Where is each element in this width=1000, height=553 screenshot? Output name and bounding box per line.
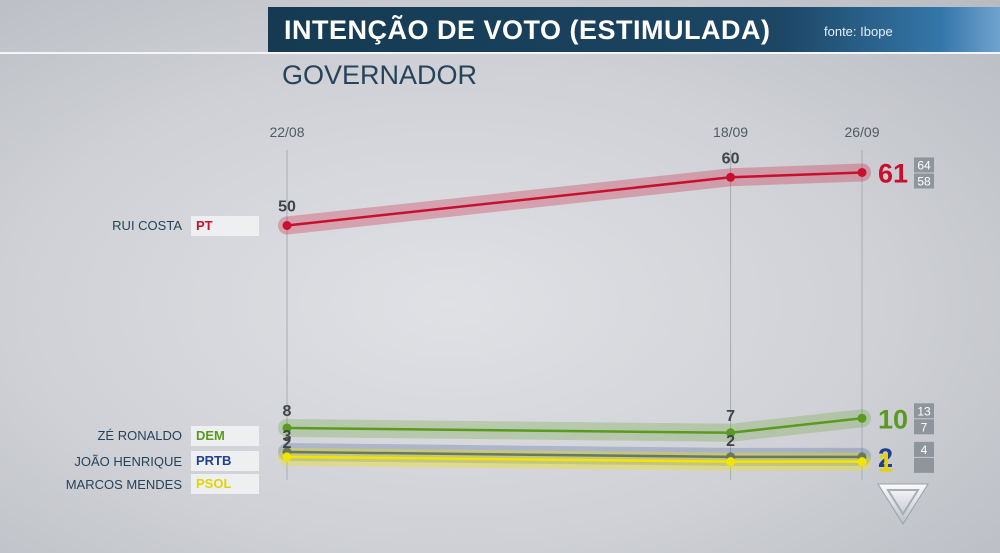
data-point xyxy=(857,413,867,423)
range-box-upper xyxy=(914,403,934,419)
data-label: 8 xyxy=(283,403,292,420)
party-badge-pt: PT xyxy=(191,216,259,236)
title-bar xyxy=(268,7,1000,52)
x-tick-label: 18/09 xyxy=(713,124,748,140)
range-box-upper xyxy=(914,157,934,173)
data-point xyxy=(282,452,292,462)
final-value-label: 61 xyxy=(878,158,908,188)
broadcaster-logo xyxy=(874,476,932,528)
data-point xyxy=(857,167,867,177)
final-value-label: 2 xyxy=(878,443,893,473)
chart-title: INTENÇÃO DE VOTO (ESTIMULADA) xyxy=(284,15,771,45)
data-point xyxy=(726,457,736,467)
range-upper-label: 64 xyxy=(917,158,931,172)
data-label: 2 xyxy=(726,433,735,450)
range-box-upper xyxy=(914,441,934,457)
candidate-name-ze-ronaldo: ZÉ RONALDO xyxy=(97,428,182,443)
data-point xyxy=(282,221,292,230)
divider xyxy=(0,52,1000,54)
source-label: fonte: Ibope xyxy=(824,24,893,39)
range-lower-label: 7 xyxy=(921,420,928,434)
data-label: 50 xyxy=(278,199,296,216)
x-tick-label: 26/09 xyxy=(844,124,879,140)
party-badge-dem: DEM xyxy=(191,426,259,446)
party-badge-prtb: PRTB xyxy=(191,451,259,471)
data-label: 60 xyxy=(722,150,740,167)
candidate-name-rui-costa: RUI COSTA xyxy=(112,218,182,233)
candidate-name-marcos-mendes: MARCOS MENDES xyxy=(65,477,182,492)
range-box-lower xyxy=(914,457,934,473)
data-label: 7 xyxy=(726,408,735,425)
chart-subtitle: GOVERNADOR xyxy=(282,60,478,90)
party-badge-psol: PSOL xyxy=(191,474,259,494)
data-point xyxy=(726,428,736,438)
data-point xyxy=(726,172,736,182)
x-tick-label: 22/08 xyxy=(269,124,304,140)
series-glow xyxy=(278,163,871,235)
range-upper-label: 4 xyxy=(921,443,928,457)
range-box-lower xyxy=(914,419,934,435)
data-point xyxy=(857,457,867,467)
candidate-name-joao-henrique: JOÃO HENRIQUE xyxy=(74,454,182,469)
data-label: 2 xyxy=(283,435,292,452)
data-point xyxy=(282,423,292,433)
range-upper-label: 13 xyxy=(917,404,931,418)
range-box-lower xyxy=(914,173,934,189)
range-lower-label: 58 xyxy=(917,174,931,188)
data-label: 3 xyxy=(283,428,292,445)
final-value-label: 1 xyxy=(878,448,893,478)
final-value-label: 10 xyxy=(878,404,908,434)
